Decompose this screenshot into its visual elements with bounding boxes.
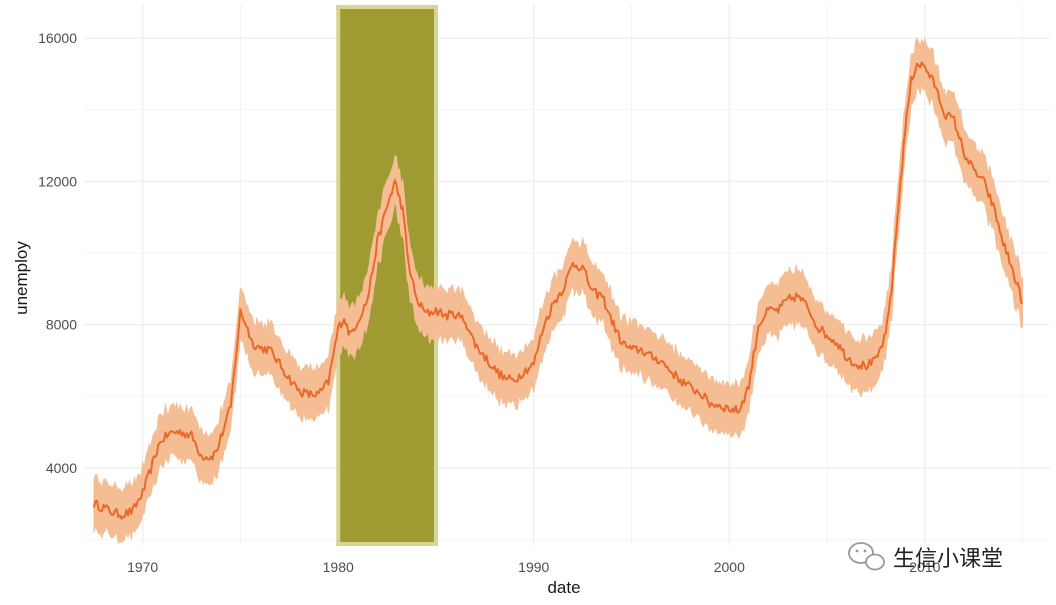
y-axis-ticks: 4000 8000 12000 16000: [38, 30, 77, 476]
x-tick-label: 2000: [714, 559, 745, 575]
y-tick-label: 16000: [38, 30, 77, 46]
unemploy-line: [92, 61, 1024, 520]
x-axis-ticks: 1970 1980 1990 2000 2010: [127, 559, 941, 575]
highlight-rect: [336, 5, 438, 546]
confidence-ribbon: [93, 37, 1023, 544]
chat-bubble-icon: [848, 542, 885, 571]
ribbon-area: [93, 37, 1023, 544]
x-tick-label: 1970: [127, 559, 158, 575]
series-lines: [92, 61, 1024, 520]
highlight-band: [336, 5, 438, 546]
watermark: 生信小课堂: [848, 542, 1003, 572]
y-tick-label: 12000: [38, 173, 77, 189]
x-tick-label: 1990: [518, 559, 549, 575]
y-axis-title: unemploy: [12, 241, 31, 315]
x-tick-label: 2010: [909, 559, 940, 575]
y-tick-label: 4000: [46, 460, 77, 476]
watermark-text: 生信小课堂: [893, 547, 1003, 572]
y-tick-label: 8000: [46, 317, 77, 333]
x-axis-title: date: [547, 578, 580, 597]
x-tick-label: 1980: [323, 559, 354, 575]
